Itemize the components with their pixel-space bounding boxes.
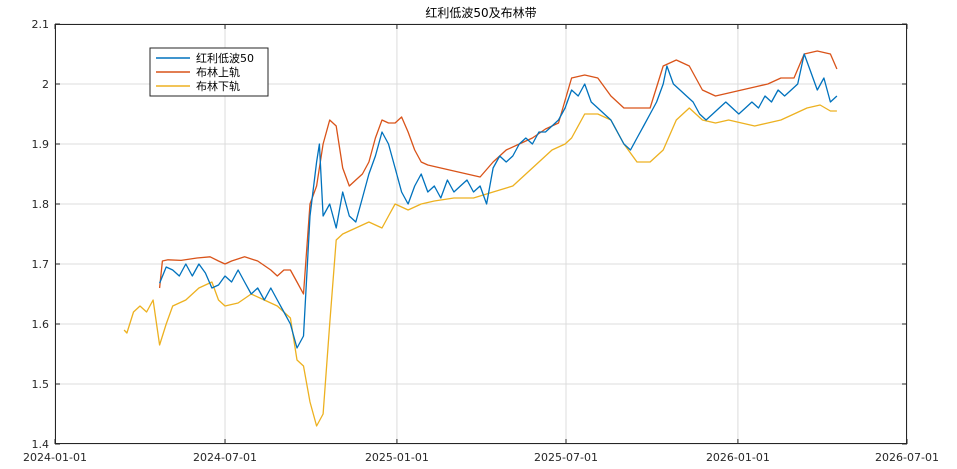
y-tick-label: 1.7 (32, 258, 50, 271)
y-tick-label: 1.9 (32, 138, 50, 151)
y-tick-label: 1.4 (32, 438, 50, 451)
y-tick-label: 2.1 (32, 18, 50, 31)
series-layer (123, 50, 838, 427)
x-tick-label: 2026-01-01 (706, 451, 770, 464)
x-tick-label: 2025-01-01 (365, 451, 429, 464)
legend-label: 布林上轨 (196, 65, 240, 79)
y-tick-label: 1.5 (32, 378, 50, 391)
x-tick-label: 2024-07-01 (193, 451, 257, 464)
legend-label: 红利低波50 (196, 52, 254, 65)
x-tick-label: 2024-01-01 (23, 451, 87, 464)
x-tick-label: 2026-07-01 (875, 451, 939, 464)
series-line-2 (123, 104, 837, 427)
x-tick-label: 2025-07-01 (534, 451, 598, 464)
plot-frame (55, 24, 907, 444)
y-tick-label: 2 (42, 78, 49, 91)
y-tick-label: 1.6 (32, 318, 50, 331)
axis-ticks: 2024-01-01 2024-07-01 2025-01-01 2025-07-01… (23, 18, 939, 464)
legend-label: 布林下轨 (196, 79, 240, 93)
y-tick-label: 1.8 (32, 198, 50, 211)
chart-title: 红利低波50及布林带 (425, 5, 536, 20)
series-line-1 (158, 50, 838, 295)
series-line-0 (158, 53, 838, 349)
